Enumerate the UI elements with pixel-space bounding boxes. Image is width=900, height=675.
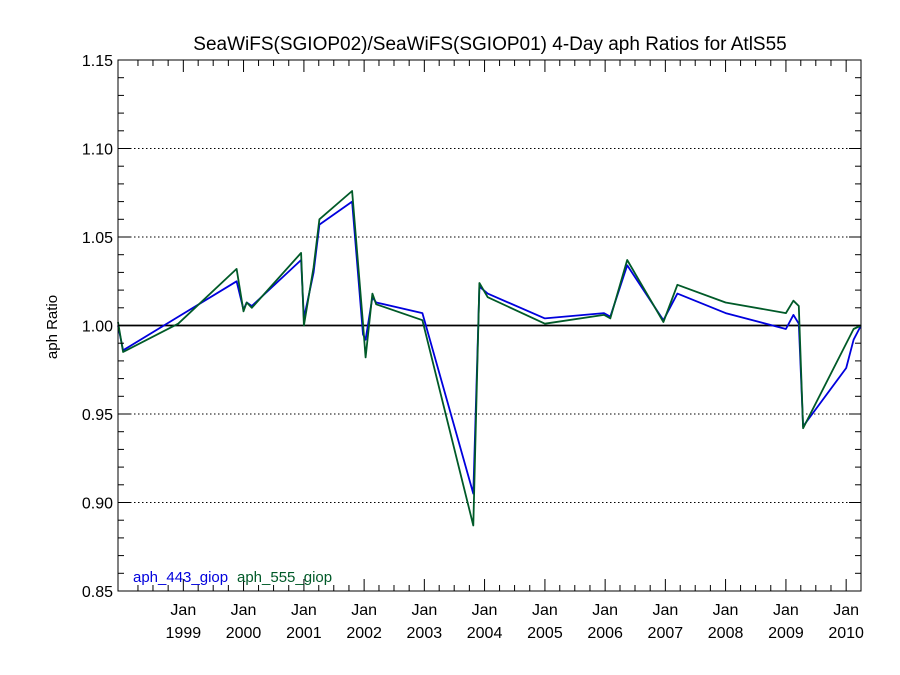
x-tick-label-year: 2009	[768, 625, 804, 642]
x-axis-ticks: Jan 1999 Jan 2000 Jan 2001 Jan 2002 Jan 2003 Jan 20…	[137, 60, 864, 642]
y-tick-label: 0.95	[82, 407, 113, 424]
x-tick-label-month: Jan	[592, 602, 618, 619]
x-tick-label-year: 2008	[708, 625, 744, 642]
y-tick-label: 1.05	[82, 230, 113, 247]
legend: aph_443_giop aph_555_giop	[133, 569, 332, 586]
x-tick-label-month: Jan	[231, 602, 257, 619]
y-axis-ticks: 0.85 0.90 0.95 1.00 1.05 1.10 1.15	[82, 53, 861, 601]
x-tick-label-year: 1999	[166, 625, 202, 642]
series-line-aph-443-giop	[117, 200, 862, 495]
x-tick-label-month: Jan	[411, 602, 437, 619]
x-tick-label-year: 2000	[226, 625, 262, 642]
y-tick-label: 1.15	[82, 53, 113, 70]
x-tick-label-year: 2006	[587, 625, 623, 642]
series-lines	[117, 190, 862, 527]
x-tick-label-month: Jan	[773, 602, 799, 619]
x-tick-label-month: Jan	[170, 602, 196, 619]
y-tick-label: 1.00	[82, 319, 113, 336]
chart-title: SeaWiFS(SGIOP02)/SeaWiFS(SGIOP01) 4-Day …	[193, 34, 786, 55]
y-axis-label: aph Ratio	[44, 295, 61, 359]
x-tick-label-month: Jan	[652, 602, 678, 619]
x-tick-label-month: Jan	[472, 602, 498, 619]
y-tick-label: 0.90	[82, 496, 113, 513]
x-tick-label-month: Jan	[532, 602, 558, 619]
x-tick-label-year: 2005	[527, 625, 563, 642]
x-tick-label-year: 2004	[467, 625, 503, 642]
y-tick-label: 1.10	[82, 142, 113, 159]
y-tick-label: 0.85	[82, 584, 113, 601]
x-tick-label-month: Jan	[833, 602, 859, 619]
x-tick-label-month: Jan	[351, 602, 377, 619]
legend-entry-aph-443: aph_443_giop	[133, 569, 228, 586]
x-tick-label-year: 2007	[648, 625, 684, 642]
series-line-aph-555-giop	[117, 190, 862, 527]
x-tick-label-year: 2010	[828, 625, 864, 642]
legend-entry-aph-555: aph_555_giop	[237, 569, 332, 586]
x-tick-label-year: 2002	[346, 625, 382, 642]
x-tick-label-month: Jan	[291, 602, 317, 619]
x-tick-label-month: Jan	[713, 602, 739, 619]
x-tick-label-year: 2003	[407, 625, 443, 642]
x-tick-label-year: 2001	[286, 625, 322, 642]
